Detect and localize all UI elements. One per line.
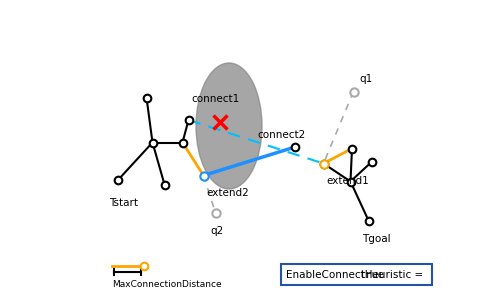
Text: connect2: connect2 — [258, 130, 306, 140]
Text: q1: q1 — [360, 74, 373, 84]
Text: MaxConnectionDistance: MaxConnectionDistance — [112, 280, 222, 289]
Text: Tstart: Tstart — [109, 198, 138, 208]
Ellipse shape — [196, 63, 262, 189]
Text: EnableConnectHeuristic =: EnableConnectHeuristic = — [286, 270, 426, 280]
Text: q2: q2 — [210, 226, 224, 236]
Text: extend2: extend2 — [206, 188, 249, 197]
Text: extend1: extend1 — [326, 176, 369, 185]
Text: Tgoal: Tgoal — [362, 234, 391, 244]
Text: connect1: connect1 — [192, 94, 240, 103]
Text: true: true — [360, 270, 384, 280]
